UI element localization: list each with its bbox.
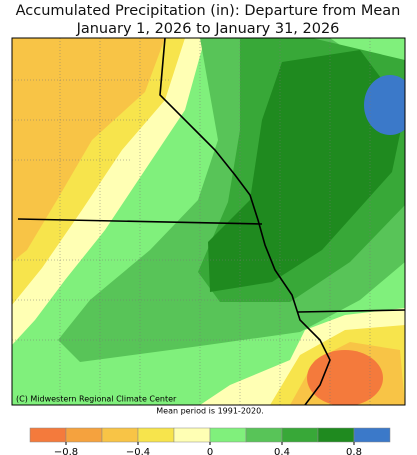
legend-swatch: [317, 427, 355, 443]
state-border: [159, 38, 331, 405]
legend-swatch: [353, 427, 391, 443]
legend-swatch: [173, 427, 211, 443]
region: [208, 50, 405, 292]
legend-swatch: [101, 427, 139, 443]
region: [12, 38, 165, 262]
title-line-1: Accumulated Precipitation (in): Departur…: [16, 3, 401, 19]
map: (C) Midwestern Regional Climate Center: [11, 37, 406, 406]
legend-swatch: [245, 427, 283, 443]
legend-tick-label: 0: [207, 447, 213, 455]
state-border: [17, 218, 263, 225]
legend-swatch: [281, 427, 319, 443]
title-line-2: January 1, 2026 to January 31, 2026: [76, 21, 340, 37]
region: [307, 350, 383, 405]
legend-tick-label: −0.4: [126, 447, 150, 455]
legend-tick-label: −0.8: [54, 447, 78, 455]
region: [364, 75, 405, 135]
legend-swatch: [209, 427, 247, 443]
legend-tick-label: 0.8: [346, 447, 362, 455]
legend-swatch: [29, 427, 67, 443]
state-border: [297, 309, 405, 313]
legend-tick-label: 0.4: [274, 447, 290, 455]
credit: (C) Midwestern Regional Climate Center: [16, 395, 177, 404]
map-frame: [11, 37, 406, 406]
legend-swatch: [65, 427, 103, 443]
note: Mean period is 1991-2020.: [156, 407, 263, 416]
legend: −0.8 −0.4 0 0.4 0.8: [29, 427, 391, 455]
legend-swatch: [137, 427, 175, 443]
county-lines: [12, 38, 371, 405]
